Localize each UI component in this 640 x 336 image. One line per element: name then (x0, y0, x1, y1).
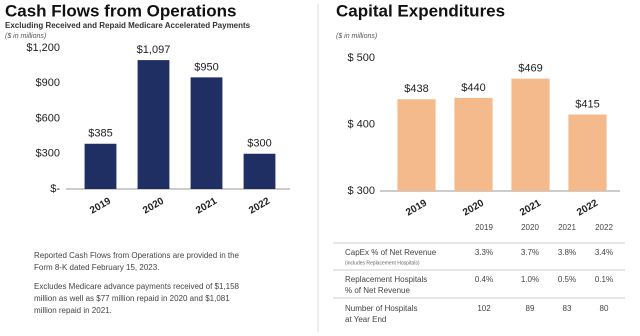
y-tick-label: $- (50, 183, 60, 195)
table-header: 2021 (558, 223, 576, 232)
table-cell: 3.4% (595, 248, 613, 257)
table-cell: 3.3% (475, 248, 493, 257)
row-label: % of Net Revenue (345, 286, 410, 295)
row-label: CapEx % of Net Revenue (345, 248, 437, 257)
chart-title: Capital Expenditures (336, 1, 505, 20)
x-tick-label: 2020 (141, 196, 166, 217)
bar (454, 97, 493, 191)
note-text: Excludes Medicare advance payments recei… (34, 282, 240, 291)
row-note: (includes Replacement Hospitals) (345, 260, 420, 266)
bar (568, 114, 607, 191)
value-label: $950 (194, 61, 218, 73)
table-cell: 80 (600, 304, 609, 313)
y-tick-label: $300 (36, 148, 60, 160)
value-label: $438 (404, 83, 428, 95)
table-cell: 83 (563, 304, 572, 313)
table-cell: 0.5% (558, 275, 576, 284)
value-label: $300 (247, 138, 271, 150)
table-header: 2020 (521, 223, 539, 232)
x-tick-label: 2019 (404, 198, 429, 219)
table-cell: 102 (477, 304, 491, 313)
y-tick-label: $ 400 (347, 118, 375, 130)
bar (243, 153, 276, 189)
note-text: Form 8-K dated February 15, 2023. (34, 263, 159, 272)
table-cell: 3.7% (521, 248, 539, 257)
note-text: Reported Cash Flows from Operations are … (34, 251, 240, 260)
x-tick-label: 2019 (88, 196, 113, 217)
y-tick-label: $1,200 (26, 42, 60, 54)
table-cell: 3.8% (558, 248, 576, 257)
x-tick-label: 2020 (461, 198, 486, 219)
value-label: $440 (461, 82, 485, 94)
x-tick-label: 2021 (194, 196, 219, 217)
x-tick-label: 2021 (518, 198, 543, 219)
chart-subtitle: Excluding Received and Repaid Medicare A… (5, 21, 251, 30)
row-label: Number of Hospitals (345, 304, 417, 313)
bar (511, 78, 550, 191)
value-label: $469 (518, 63, 542, 75)
table-header: 2019 (475, 223, 493, 232)
unit-note: ($ in millions) (5, 33, 46, 40)
bar (84, 143, 117, 189)
table-cell: 0.1% (595, 275, 613, 284)
x-tick-label: 2022 (247, 196, 272, 217)
chart-title: Cash Flows from Operations (5, 1, 236, 20)
note-text: million as well as $77 million repaid in… (34, 294, 230, 303)
bar (137, 60, 170, 189)
y-tick-label: $ 300 (347, 185, 375, 197)
value-label: $385 (88, 128, 112, 140)
unit-note: ($ in millions) (336, 33, 377, 40)
row-label: Replacement Hospitals (345, 275, 427, 284)
row-label: at Year End (345, 315, 386, 324)
value-label: $1,097 (137, 44, 171, 56)
note-text: million repaid in 2021. (34, 306, 112, 315)
table-header: 2022 (595, 223, 613, 232)
bar (190, 77, 223, 189)
y-tick-label: $600 (36, 112, 60, 124)
x-tick-label: 2022 (575, 198, 600, 219)
value-label: $415 (575, 98, 599, 110)
table-cell: 0.4% (475, 275, 493, 284)
y-tick-label: $900 (36, 77, 60, 89)
table-cell: 1.0% (521, 275, 539, 284)
y-tick-label: $ 500 (347, 52, 375, 64)
table-cell: 89 (526, 304, 535, 313)
bar (397, 99, 436, 191)
